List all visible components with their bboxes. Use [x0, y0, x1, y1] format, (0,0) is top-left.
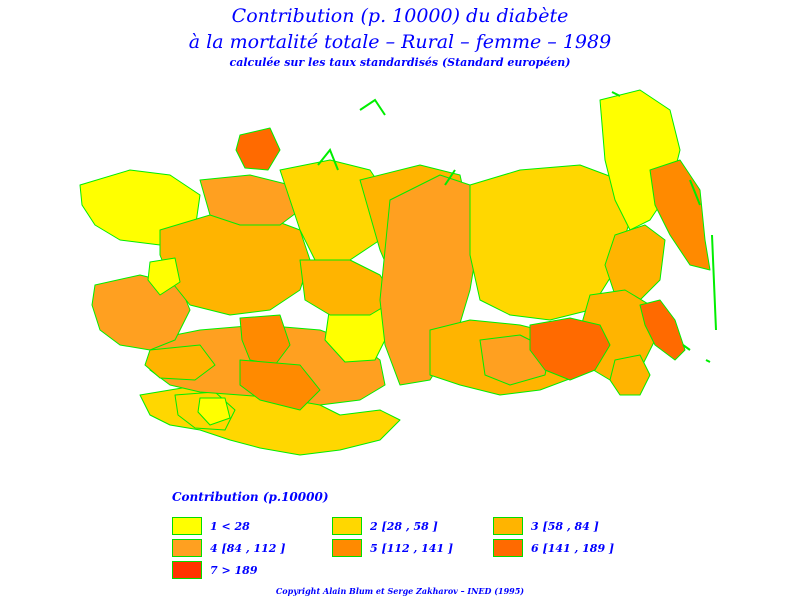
legend-label: 7 > 189	[210, 563, 258, 577]
region-yakutia	[469, 164, 631, 321]
legend-item-1: 1 < 28	[172, 516, 250, 536]
arctic-islands	[317, 91, 717, 363]
legend-item-3: 3 [58 , 84 ]	[493, 516, 599, 536]
map-subtitle: calculée sur les taux standardisés (Stan…	[229, 56, 571, 69]
legend-swatch	[332, 539, 362, 557]
legend-label: 6 [141 , 189 ]	[531, 541, 615, 555]
legend-item-2: 2 [28 , 58 ]	[332, 516, 438, 536]
legend-swatch	[493, 539, 523, 557]
region-amur-chita	[529, 317, 611, 381]
region-primorye	[609, 354, 651, 396]
legend-label: 3 [58 , 84 ]	[531, 519, 599, 533]
region-uzbekistan-west	[197, 397, 231, 426]
legend-swatch	[493, 517, 523, 535]
legend-label: 1 < 28	[210, 519, 250, 533]
region-volga	[239, 359, 321, 411]
legend-swatch	[172, 539, 202, 557]
legend-item-7: 7 > 189	[172, 560, 258, 580]
legend-label: 4 [84 , 112 ]	[210, 541, 286, 555]
legend-item-6: 6 [141 , 189 ]	[493, 538, 614, 558]
region-magadan	[604, 224, 666, 301]
map-title-line-2: à la mortalité totale – Rural – femme – …	[188, 31, 612, 53]
legend-title: Contribution (p.10000)	[172, 490, 329, 504]
region-arkhangelsk	[199, 174, 301, 226]
legend-label: 2 [28 , 58 ]	[370, 519, 438, 533]
legend-swatch	[172, 517, 202, 535]
legend-label: 5 [112 , 141 ]	[370, 541, 454, 555]
map-title-line-1: Contribution (p. 10000) du diabète	[231, 5, 569, 27]
region-kola	[235, 127, 281, 171]
copyright-text: Copyright Alain Blum et Serge Zakharov –…	[275, 586, 525, 596]
legend-swatch	[172, 561, 202, 579]
legend-item-5: 5 [112 , 141 ]	[332, 538, 453, 558]
legend-item-4: 4 [84 , 112 ]	[172, 538, 285, 558]
legend-swatch	[332, 517, 362, 535]
region-sakhalin	[639, 299, 686, 361]
region-caucasus	[144, 344, 216, 381]
region-omsk-area	[147, 257, 181, 296]
region-kamchatka	[649, 159, 711, 271]
